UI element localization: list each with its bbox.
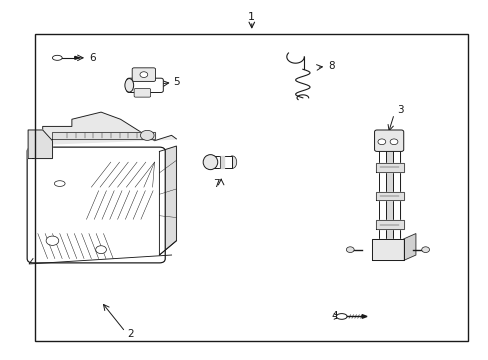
Ellipse shape [203, 155, 217, 170]
Polygon shape [52, 132, 154, 139]
Text: 4: 4 [330, 311, 337, 321]
Polygon shape [75, 57, 80, 59]
Ellipse shape [54, 181, 65, 186]
Bar [35, 33, 467, 341]
Ellipse shape [227, 156, 236, 168]
Circle shape [377, 139, 385, 145]
Text: 5: 5 [173, 77, 180, 87]
Polygon shape [375, 220, 403, 229]
Bar [379, 146, 386, 246]
Text: 3: 3 [396, 105, 403, 115]
Ellipse shape [336, 314, 346, 319]
Text: 8: 8 [328, 61, 335, 71]
Ellipse shape [52, 55, 62, 60]
Circle shape [421, 247, 428, 252]
FancyBboxPatch shape [134, 89, 150, 97]
Polygon shape [28, 130, 52, 158]
FancyBboxPatch shape [374, 130, 403, 152]
Circle shape [46, 236, 59, 246]
Polygon shape [42, 112, 176, 144]
Text: 6: 6 [89, 53, 96, 63]
Polygon shape [362, 315, 366, 318]
Circle shape [96, 246, 106, 253]
Circle shape [389, 139, 397, 145]
Circle shape [346, 247, 353, 252]
Ellipse shape [124, 78, 133, 92]
Polygon shape [159, 146, 176, 255]
Polygon shape [375, 192, 403, 201]
Polygon shape [403, 234, 415, 260]
Text: 1: 1 [248, 13, 255, 22]
Text: 7: 7 [213, 179, 219, 189]
Circle shape [140, 72, 147, 77]
Polygon shape [375, 163, 403, 172]
Circle shape [140, 130, 154, 140]
Polygon shape [371, 239, 403, 260]
Bar [392, 146, 399, 246]
FancyBboxPatch shape [126, 78, 163, 93]
FancyBboxPatch shape [27, 147, 165, 263]
Text: 2: 2 [127, 329, 133, 339]
Bar [210, 156, 232, 168]
Polygon shape [386, 146, 399, 246]
Polygon shape [220, 156, 224, 168]
FancyBboxPatch shape [132, 68, 155, 81]
